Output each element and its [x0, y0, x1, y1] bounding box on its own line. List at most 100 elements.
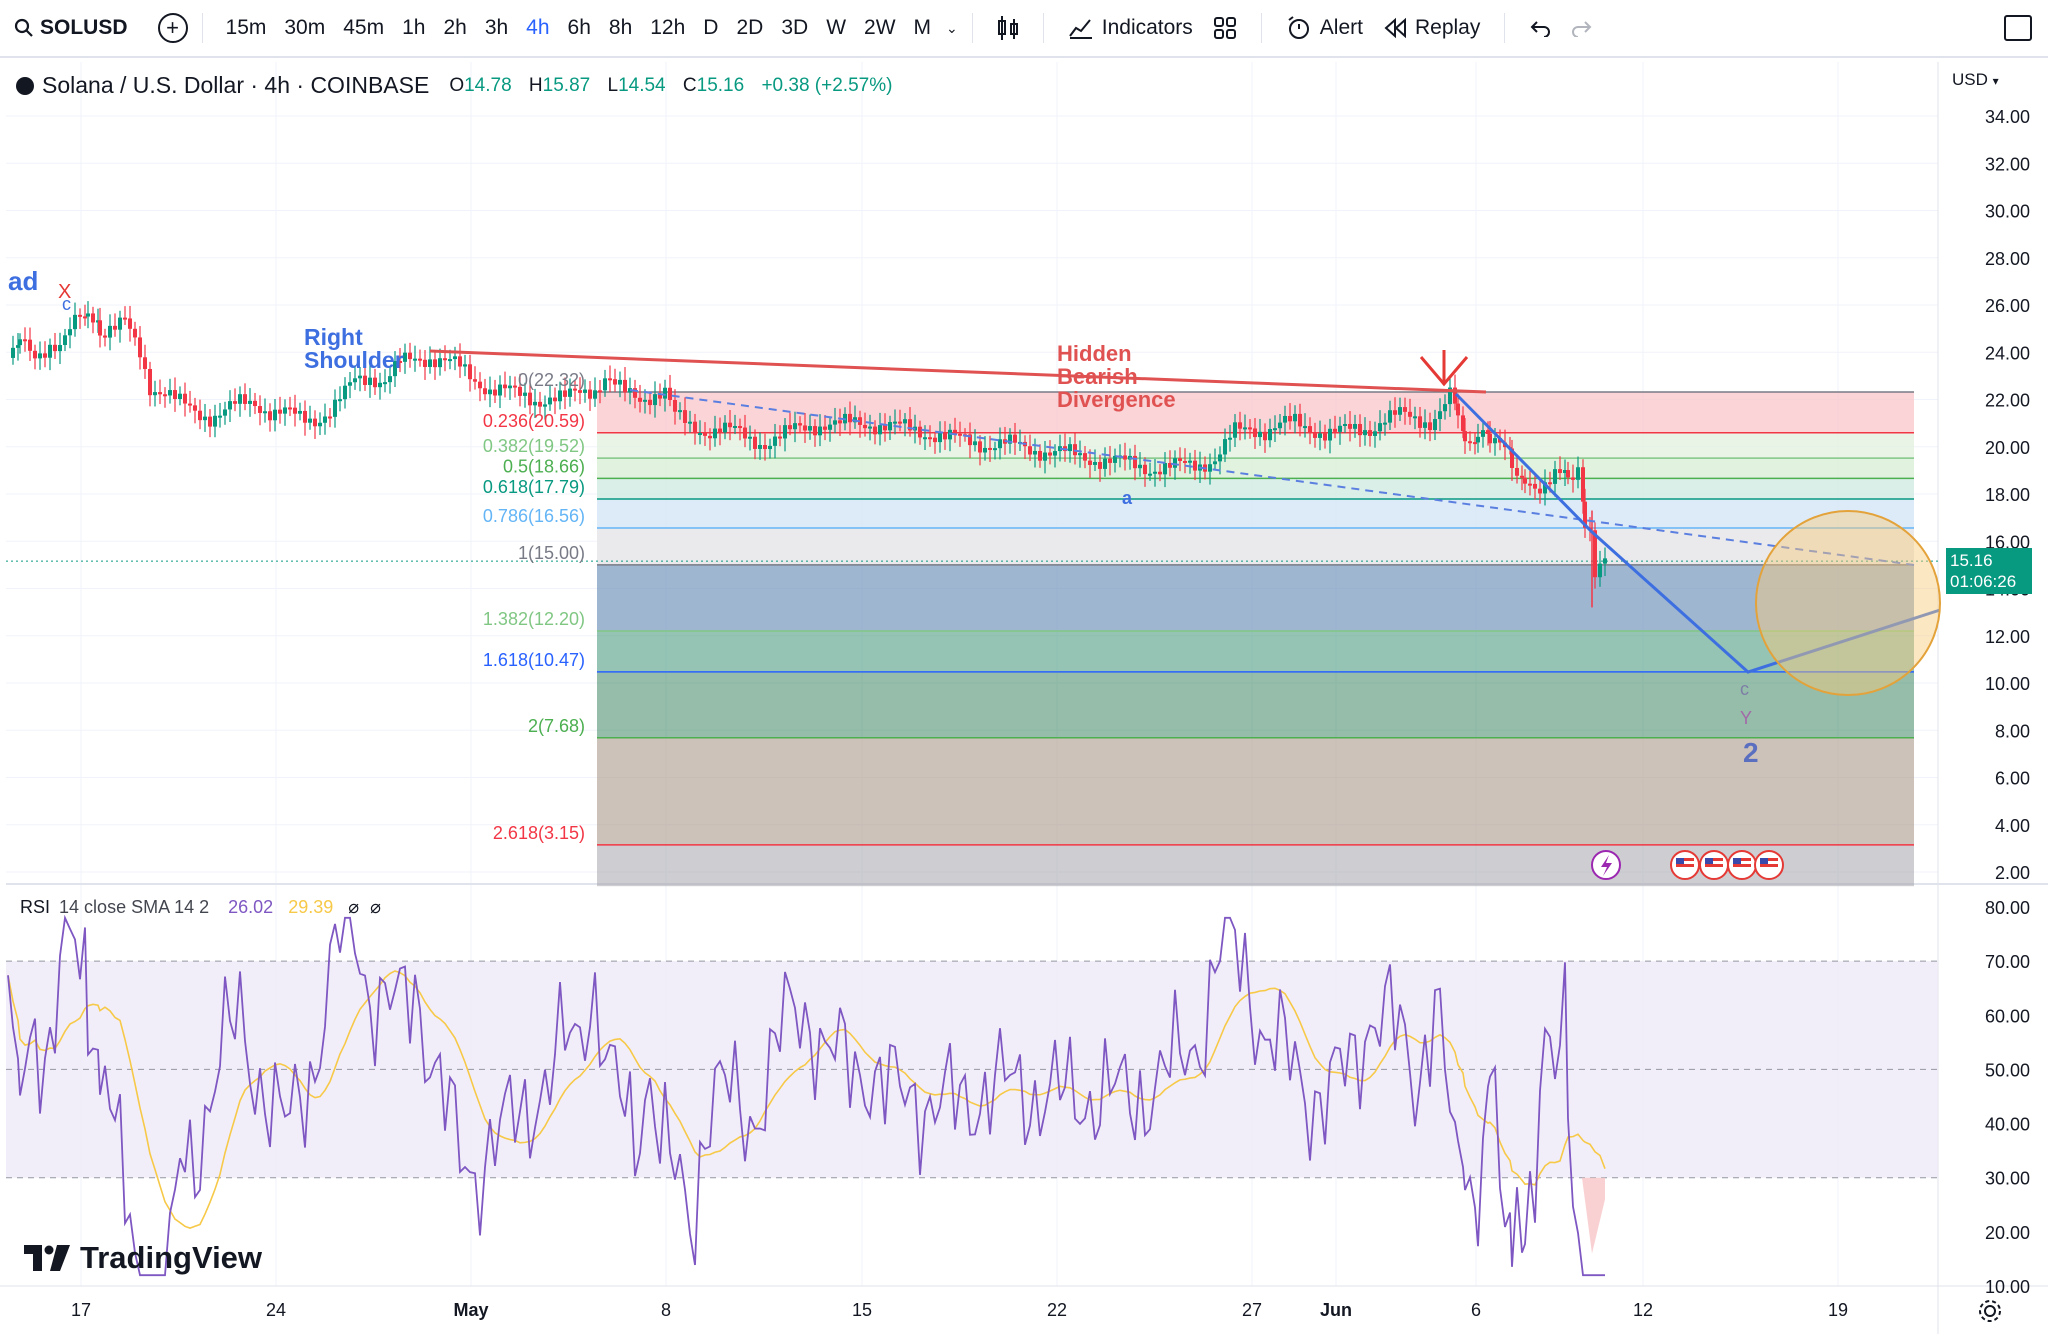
price-axis[interactable]: 34.00 32.00 30.00 28.00 26.00 24.00 22.00 20.00…	[1985, 107, 2030, 883]
flag-stripe	[1705, 858, 1723, 861]
symbol-search[interactable]: SOLUSD	[14, 16, 128, 40]
chart-type-button[interactable]	[987, 15, 1029, 41]
last-price-value: 15.16	[1950, 551, 1993, 570]
timeframe-3h[interactable]: 3h	[484, 16, 509, 39]
candle-body	[1093, 461, 1097, 465]
candle-body	[793, 423, 797, 430]
timeframe-1h[interactable]: 1h	[402, 16, 426, 39]
timeframe-M[interactable]: M	[913, 16, 932, 39]
candle-body	[563, 390, 567, 397]
divergence-label: Hidden	[1057, 341, 1132, 366]
candle-body	[1233, 422, 1237, 438]
candle-body	[1463, 431, 1467, 442]
rsi-axis[interactable]: 80.00 70.00 60.00 50.00 40.00 30.00 20.00 10.00	[1985, 898, 2030, 1297]
candle-body	[1515, 467, 1519, 476]
timeframe-15m[interactable]: 15m	[225, 16, 267, 39]
gear-icon[interactable]	[1977, 1298, 2003, 1329]
layouts-button[interactable]	[1203, 16, 1247, 40]
undo-button[interactable]	[1519, 19, 1561, 37]
indicators-button[interactable]: Indicators	[1058, 16, 1203, 40]
candle-body	[458, 356, 462, 367]
price-tick: 28.00	[1985, 249, 2030, 269]
candle-body	[323, 416, 327, 423]
candle-body	[808, 426, 812, 431]
candle-body	[1473, 442, 1477, 445]
candle-body	[713, 428, 717, 439]
fib-label: 2(7.68)	[528, 716, 585, 736]
candle-body	[528, 392, 532, 406]
candle-body	[993, 448, 997, 451]
candle-body	[1288, 415, 1292, 422]
candle-body	[1263, 431, 1267, 441]
candle-body	[678, 410, 682, 413]
economic-events[interactable]	[1591, 850, 1784, 880]
chart-drawings	[429, 349, 1941, 696]
price-chart[interactable]: 0(22.32) 0.236(20.59) 0.382(19.52)0.5(18.6…	[0, 56, 2048, 1334]
candle-body	[48, 344, 52, 358]
candle-body	[933, 437, 937, 443]
candle-body	[1168, 462, 1172, 468]
timeframe-6h[interactable]: 6h	[567, 16, 591, 39]
chevron-down-icon[interactable]: ⌄	[946, 19, 958, 36]
compare-add-button[interactable]: +	[157, 13, 188, 43]
timeframe-W[interactable]: W	[826, 16, 847, 39]
redo-button[interactable]	[1561, 19, 1603, 37]
candle-body	[1510, 448, 1514, 468]
candle-body	[683, 410, 687, 423]
flag-canton	[1760, 858, 1768, 864]
candle-body	[198, 410, 202, 421]
candle-body	[278, 409, 282, 414]
candle-body	[818, 426, 822, 436]
timeframe-45m[interactable]: 45m	[343, 16, 385, 39]
candle-body	[228, 401, 232, 410]
candle-body	[1028, 446, 1032, 455]
fullscreen-icon[interactable]	[2004, 15, 2032, 41]
candle-body	[708, 435, 712, 439]
candle-body	[883, 425, 887, 431]
candle-body	[223, 409, 227, 416]
rsi-legend[interactable]: RSI 14 close SMA 14 2 26.02 29.39 ⌀ ⌀	[20, 897, 381, 918]
candle-body	[83, 316, 87, 319]
candle-body	[1133, 455, 1137, 469]
candle-body	[358, 375, 362, 379]
tradingview-logo[interactable]: TradingView	[24, 1240, 262, 1276]
replay-button[interactable]: Replay	[1373, 16, 1490, 40]
timeframe-2h[interactable]: 2h	[443, 16, 467, 39]
timeframe-4h[interactable]: 4h	[526, 16, 550, 39]
candle-body	[268, 411, 272, 421]
dashed-trendline	[629, 389, 1915, 566]
candle-body	[633, 388, 637, 398]
candle-body	[98, 320, 102, 336]
time-tick: May	[453, 1300, 488, 1320]
candle-body	[1538, 488, 1542, 494]
currency-selector[interactable]: USD ▾	[1952, 70, 1999, 90]
timeframe-3D[interactable]: 3D	[781, 16, 809, 39]
timeframe-2W[interactable]: 2W	[864, 16, 896, 39]
candle-body	[698, 433, 702, 436]
grid-icon	[1213, 17, 1236, 39]
candle-body	[1413, 416, 1417, 419]
fib-label: 1(15.00)	[518, 543, 585, 563]
timeframe-8h[interactable]: 8h	[608, 16, 633, 39]
candle-body	[113, 325, 117, 330]
candle-body	[578, 390, 582, 393]
redo-icon	[1572, 21, 1592, 37]
wave-label: a	[1122, 488, 1133, 508]
candle-body	[1456, 403, 1460, 416]
timeframe-D[interactable]: D	[703, 16, 719, 39]
projection-path	[1454, 392, 1941, 674]
time-tick: 27	[1242, 1300, 1262, 1320]
wave-label: X	[58, 281, 71, 303]
timeframe-30m[interactable]: 30m	[284, 16, 326, 39]
timeframe-12h[interactable]: 12h	[650, 16, 686, 39]
wave-label: c	[62, 294, 71, 314]
time-axis[interactable]: 17 24 May 8 15 22 27 Jun 6 12 19	[71, 1300, 1848, 1320]
fib-band	[597, 737, 1914, 845]
fib-band	[597, 528, 1914, 565]
candle-body	[108, 325, 112, 338]
time-tick: 22	[1047, 1300, 1067, 1320]
timeframe-2D[interactable]: 2D	[736, 16, 764, 39]
candle-body	[543, 404, 547, 407]
low-label: L	[607, 74, 619, 96]
alert-button[interactable]: Alert	[1276, 15, 1373, 41]
